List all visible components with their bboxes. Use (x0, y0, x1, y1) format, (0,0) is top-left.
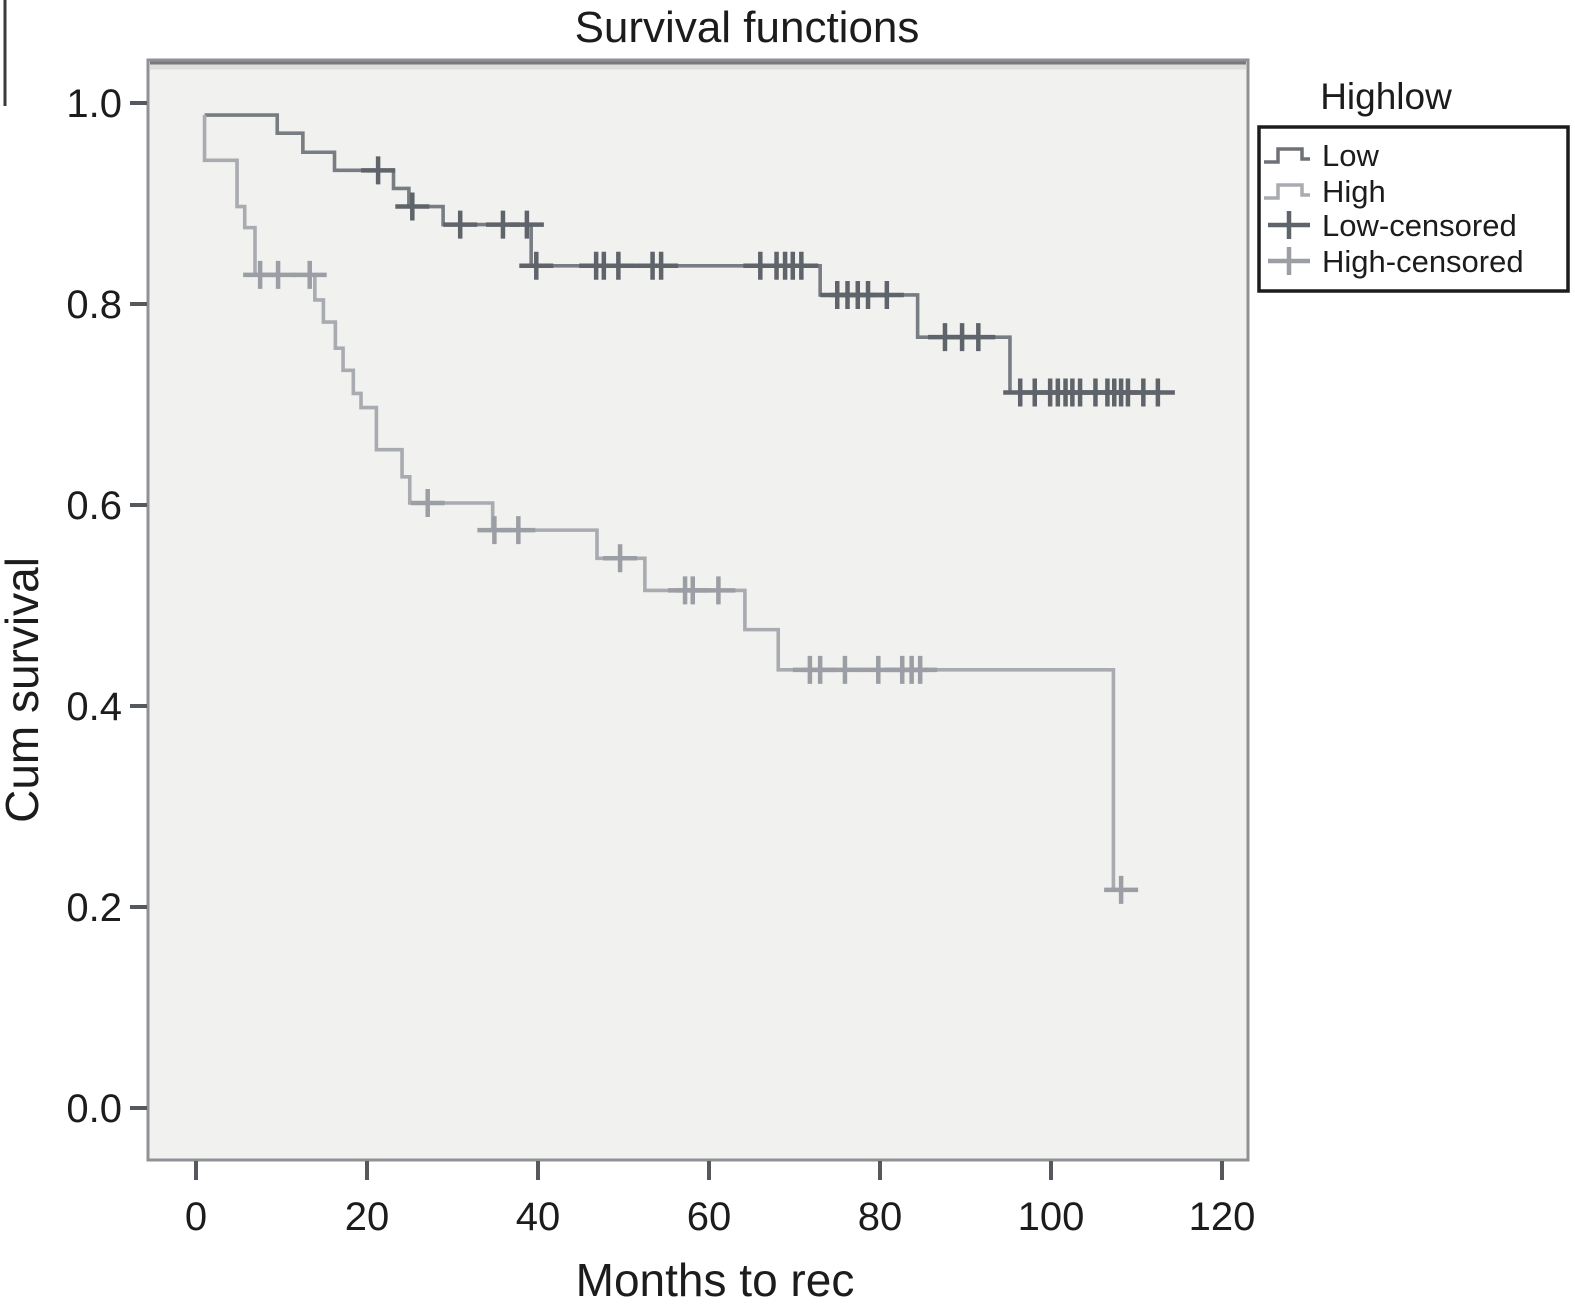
x-axis-label: Months to rec (576, 1254, 855, 1306)
censor-plus-mark (443, 210, 478, 239)
censor-plus-mark (601, 251, 636, 280)
y-tick-label: 0.6 (66, 484, 122, 528)
low-censored-plus-icon (1268, 211, 1310, 239)
y-tick-label: 0.4 (66, 685, 122, 729)
x-tick-label: 100 (1018, 1195, 1085, 1239)
censor-plus-mark (903, 655, 938, 684)
high-step-icon (1264, 183, 1310, 200)
x-tick-label: 40 (516, 1195, 561, 1239)
y-tick-label: 0.2 (66, 886, 122, 930)
censor-plus-mark (603, 544, 638, 573)
x-axis-tick-labels: 0 20 40 60 80 100 120 (185, 1195, 1256, 1239)
legend-item-high: High (1264, 174, 1386, 209)
censor-plus-mark (827, 655, 862, 684)
censor-plus-mark (292, 260, 327, 289)
legend-title: Highlow (1320, 76, 1452, 117)
censor-plus-mark (784, 251, 819, 280)
low-censor-marks (361, 156, 1175, 407)
censor-plus-mark (361, 156, 396, 185)
legend-item-label: High-censored (1322, 244, 1524, 279)
x-tick-label: 80 (858, 1195, 903, 1239)
legend-item-low: Low (1264, 138, 1379, 173)
x-tick-label: 120 (1189, 1195, 1256, 1239)
y-axis-ticks (130, 101, 147, 1110)
x-tick-label: 60 (687, 1195, 732, 1239)
censor-plus-mark (509, 210, 544, 239)
legend-box (1257, 125, 1570, 293)
legend-item-label: Low (1322, 138, 1379, 173)
x-tick-label: 0 (185, 1195, 207, 1239)
y-tick-label: 0.0 (66, 1087, 122, 1131)
plot-area (146, 58, 1250, 1162)
y-tick-label: 1.0 (66, 82, 122, 126)
censor-plus-mark (869, 280, 904, 309)
censor-plus-mark (701, 576, 736, 605)
x-axis-ticks (194, 1161, 1224, 1180)
censor-plus-mark (1140, 378, 1175, 407)
censor-plus-mark (519, 251, 554, 280)
chart-title: Survival functions (575, 3, 920, 52)
high-censor-marks (243, 260, 1139, 904)
censor-plus-mark (261, 260, 296, 289)
censor-plus-mark (410, 488, 445, 517)
legend-item-label: High (1322, 174, 1386, 209)
legend-item-low-censored: Low-censored (1268, 208, 1517, 243)
y-axis-tick-labels: 1.0 0.8 0.6 0.4 0.2 0.0 (66, 82, 122, 1131)
survival-curves (202, 113, 1175, 904)
censor-plus-mark (395, 192, 430, 221)
legend: Highlow Low High Low-censored High-censo… (1257, 76, 1570, 293)
low-step-icon (1264, 147, 1310, 164)
x-tick-label: 20 (345, 1195, 390, 1239)
y-tick-label: 0.8 (66, 283, 122, 327)
censor-plus-mark (961, 323, 996, 352)
legend-item-label: Low-censored (1322, 208, 1517, 243)
y-axis-label: Cum survival (0, 557, 48, 823)
legend-item-high-censored: High-censored (1268, 244, 1524, 279)
high-censored-plus-icon (1268, 247, 1310, 275)
censor-plus-mark (644, 251, 679, 280)
censor-plus-mark (1104, 875, 1139, 904)
censor-plus-mark (501, 516, 536, 545)
